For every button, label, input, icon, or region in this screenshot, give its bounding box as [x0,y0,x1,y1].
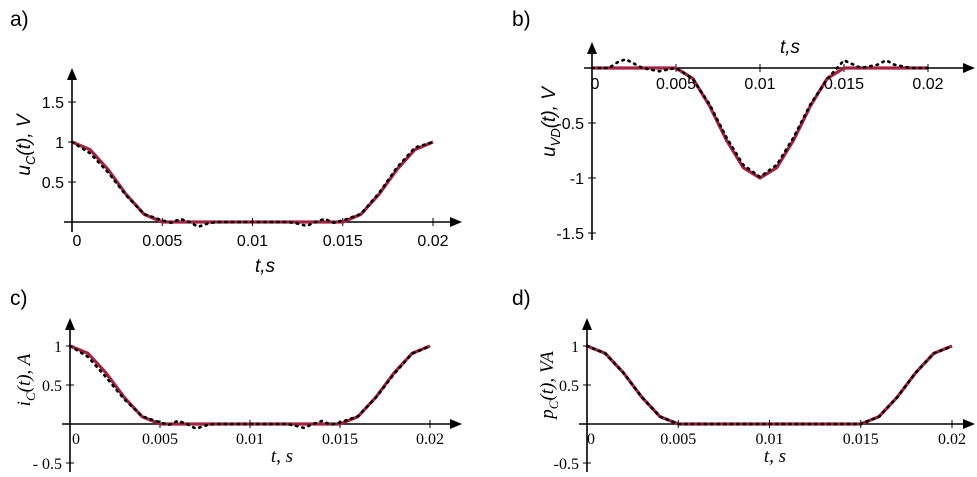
x-tick-label: 0.015 [843,431,879,448]
y-tick-label: - 0.5 [33,456,62,473]
x-axis-arrow [963,419,975,429]
x-axis-label: t,s [255,256,276,277]
y-axis-arrow [582,318,592,330]
y-axis-label: iC(t), A [14,353,38,406]
y-tick-label: 0.5 [42,378,62,395]
y-tick-label: 1 [55,135,64,152]
panel-label: b) [512,8,531,31]
x-tick-label: 0.02 [416,431,444,448]
x-tick-label: 0.01 [744,76,775,93]
x-tick-label: 0 [72,431,80,448]
y-axis-label: pC(t), VA [537,351,561,421]
chart-panel-d: d) 0 0.005 0.01 0.015 0.02 1 0.5 -0.5 t, s pC(t), … [512,287,975,473]
series-line-dotted [68,344,432,431]
y-tick-label: 1 [54,339,62,356]
series-line-solid [71,140,434,224]
y-tick-label: 1.5 [42,95,64,112]
x-axis-arrow [963,63,975,73]
y-axis-arrow [587,42,597,54]
x-tick-label: 0 [73,233,82,250]
x-axis-arrow [450,419,462,429]
x-tick-label: 0.015 [322,431,358,448]
x-tick-label: 0.015 [323,233,363,250]
x-axis-label: t, s [271,446,293,467]
chart-panel-a: a) 0 0.005 0.01 0.015 0.02 0.5 1 1.5 t,s uC(t), V [10,8,462,277]
x-tick-label: 0 [587,431,595,448]
y-axis-label: uVD(t), V [539,85,563,157]
chart-panel-b: b) 0 0.005 0.01 0.015 0.02 -0.5 -1 -1.5 t,s uVD(t)… [512,8,975,243]
panel-label: a) [10,8,29,31]
y-axis-arrow [67,68,77,80]
x-tick-label: 0 [591,76,600,93]
series-line-dotted [70,140,435,229]
y-tick-label: -1.5 [556,226,584,243]
x-tick-label: 0.015 [824,76,864,93]
x-tick-label: 0.02 [912,76,943,93]
x-tick-label: 0.01 [237,233,268,250]
series-line-solid [586,344,953,426]
y-tick-label: -0.5 [556,116,584,133]
x-axis-label: t, s [764,446,786,467]
y-tick-label: 0.5 [42,175,64,192]
chart-panel-c: c) 0 0.005 0.01 0.015 0.02 1 0.5 - 0.5 t, s iC(t),… [10,287,462,473]
y-axis-arrow [65,318,75,330]
x-tick-label: 0.005 [142,431,178,448]
y-tick-label: -1 [570,171,584,188]
y-axis-label: uC(t), V [14,112,38,175]
y-tick-label: -0.5 [554,456,579,473]
x-tick-label: 0.005 [656,76,696,93]
x-tick-label: 0.01 [236,431,264,448]
x-tick-label: 0.02 [938,431,966,448]
y-tick-label: 0.5 [559,378,579,395]
x-tick-label: 0.005 [142,233,182,250]
y-tick-label: 1 [571,339,579,356]
x-tick-label: 0.005 [660,431,696,448]
series-line-dotted [585,344,954,426]
x-tick-label: 0.01 [756,431,784,448]
x-tick-label: 0.02 [417,233,448,250]
panel-label: d) [512,287,531,310]
x-axis-label: t,s [780,37,801,58]
x-axis-arrow [450,217,462,227]
series-line-dotted [590,57,930,179]
panel-label: c) [10,287,28,310]
series-line-solid [69,344,431,426]
